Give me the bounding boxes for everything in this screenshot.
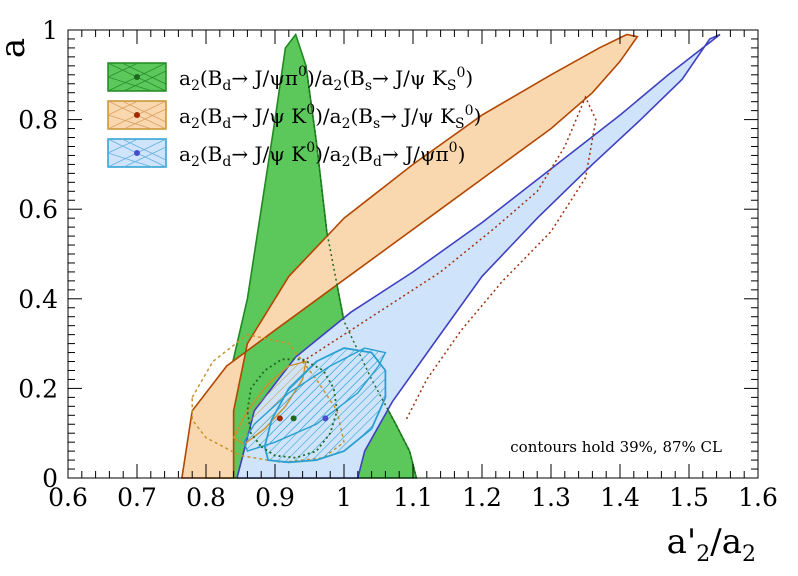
x-tick-label: 0.8	[186, 483, 226, 512]
x-tick-label: 0.6	[48, 483, 88, 512]
best-fit-point-3	[322, 415, 329, 422]
contour-39-series-3-outline	[263, 347, 387, 464]
best-fit-point-2	[276, 415, 283, 422]
contour-annotation: contours hold 39%, 87% CL	[510, 438, 722, 456]
x-tick-label: 1.2	[462, 483, 502, 512]
y-tick-label: 0	[42, 464, 58, 493]
x-tick-label: 1	[336, 483, 352, 512]
y-tick-label: 0.2	[18, 374, 58, 403]
x-tick-label: 1.6	[738, 483, 778, 512]
svg-text:a2(Bd→ J/ψπ0)/a2(Bs→ J/ψ KS0): a2(Bd→ J/ψπ0)/a2(Bs→ J/ψ KS0)	[179, 64, 473, 94]
contour-87-series-2-dotted	[302, 95, 597, 421]
x-tick-label: 1.1	[393, 483, 433, 512]
x-tick-label: 1.5	[669, 483, 709, 512]
best-fit-point-1	[290, 415, 297, 422]
legend: a2(Bd→ J/ψπ0)/a2(Bs→ J/ψ KS0) a2(Bd→ J/ψ…	[107, 62, 481, 170]
legend-entry-1: a2(Bd→ J/ψπ0)/a2(Bs→ J/ψ KS0)	[107, 62, 473, 94]
x-tick-label: 0.7	[117, 483, 157, 512]
legend-entry-3: a2(Bd→ J/ψ K0)/a2(Bd→ J/ψπ0)	[107, 138, 465, 170]
svg-text:a2(Bd→ J/ψ K0)/a2(Bs→ J/ψ KS0): a2(Bd→ J/ψ K0)/a2(Bs→ J/ψ KS0)	[179, 102, 481, 132]
x-tick-label: 1.3	[531, 483, 571, 512]
contour-87-series-2	[180, 33, 639, 479]
y-axis-title: a	[0, 38, 33, 58]
y-tick-label: 1	[42, 16, 58, 45]
y-tick-label: 0.4	[18, 285, 58, 314]
svg-text:a2(Bd→ J/ψ K0)/a2(Bd→ J/ψπ0): a2(Bd→ J/ψ K0)/a2(Bd→ J/ψπ0)	[179, 140, 465, 170]
y-tick-label: 0.8	[18, 106, 58, 135]
legend-entry-2: a2(Bd→ J/ψ K0)/a2(Bs→ J/ψ KS0)	[107, 100, 481, 132]
x-tick-label: 0.9	[255, 483, 295, 512]
y-tick-label: 0.6	[18, 195, 58, 224]
contour-39-series-1	[246, 358, 339, 459]
x-axis-title: a'2/a2	[667, 522, 756, 567]
x-tick-label: 1.4	[600, 483, 640, 512]
